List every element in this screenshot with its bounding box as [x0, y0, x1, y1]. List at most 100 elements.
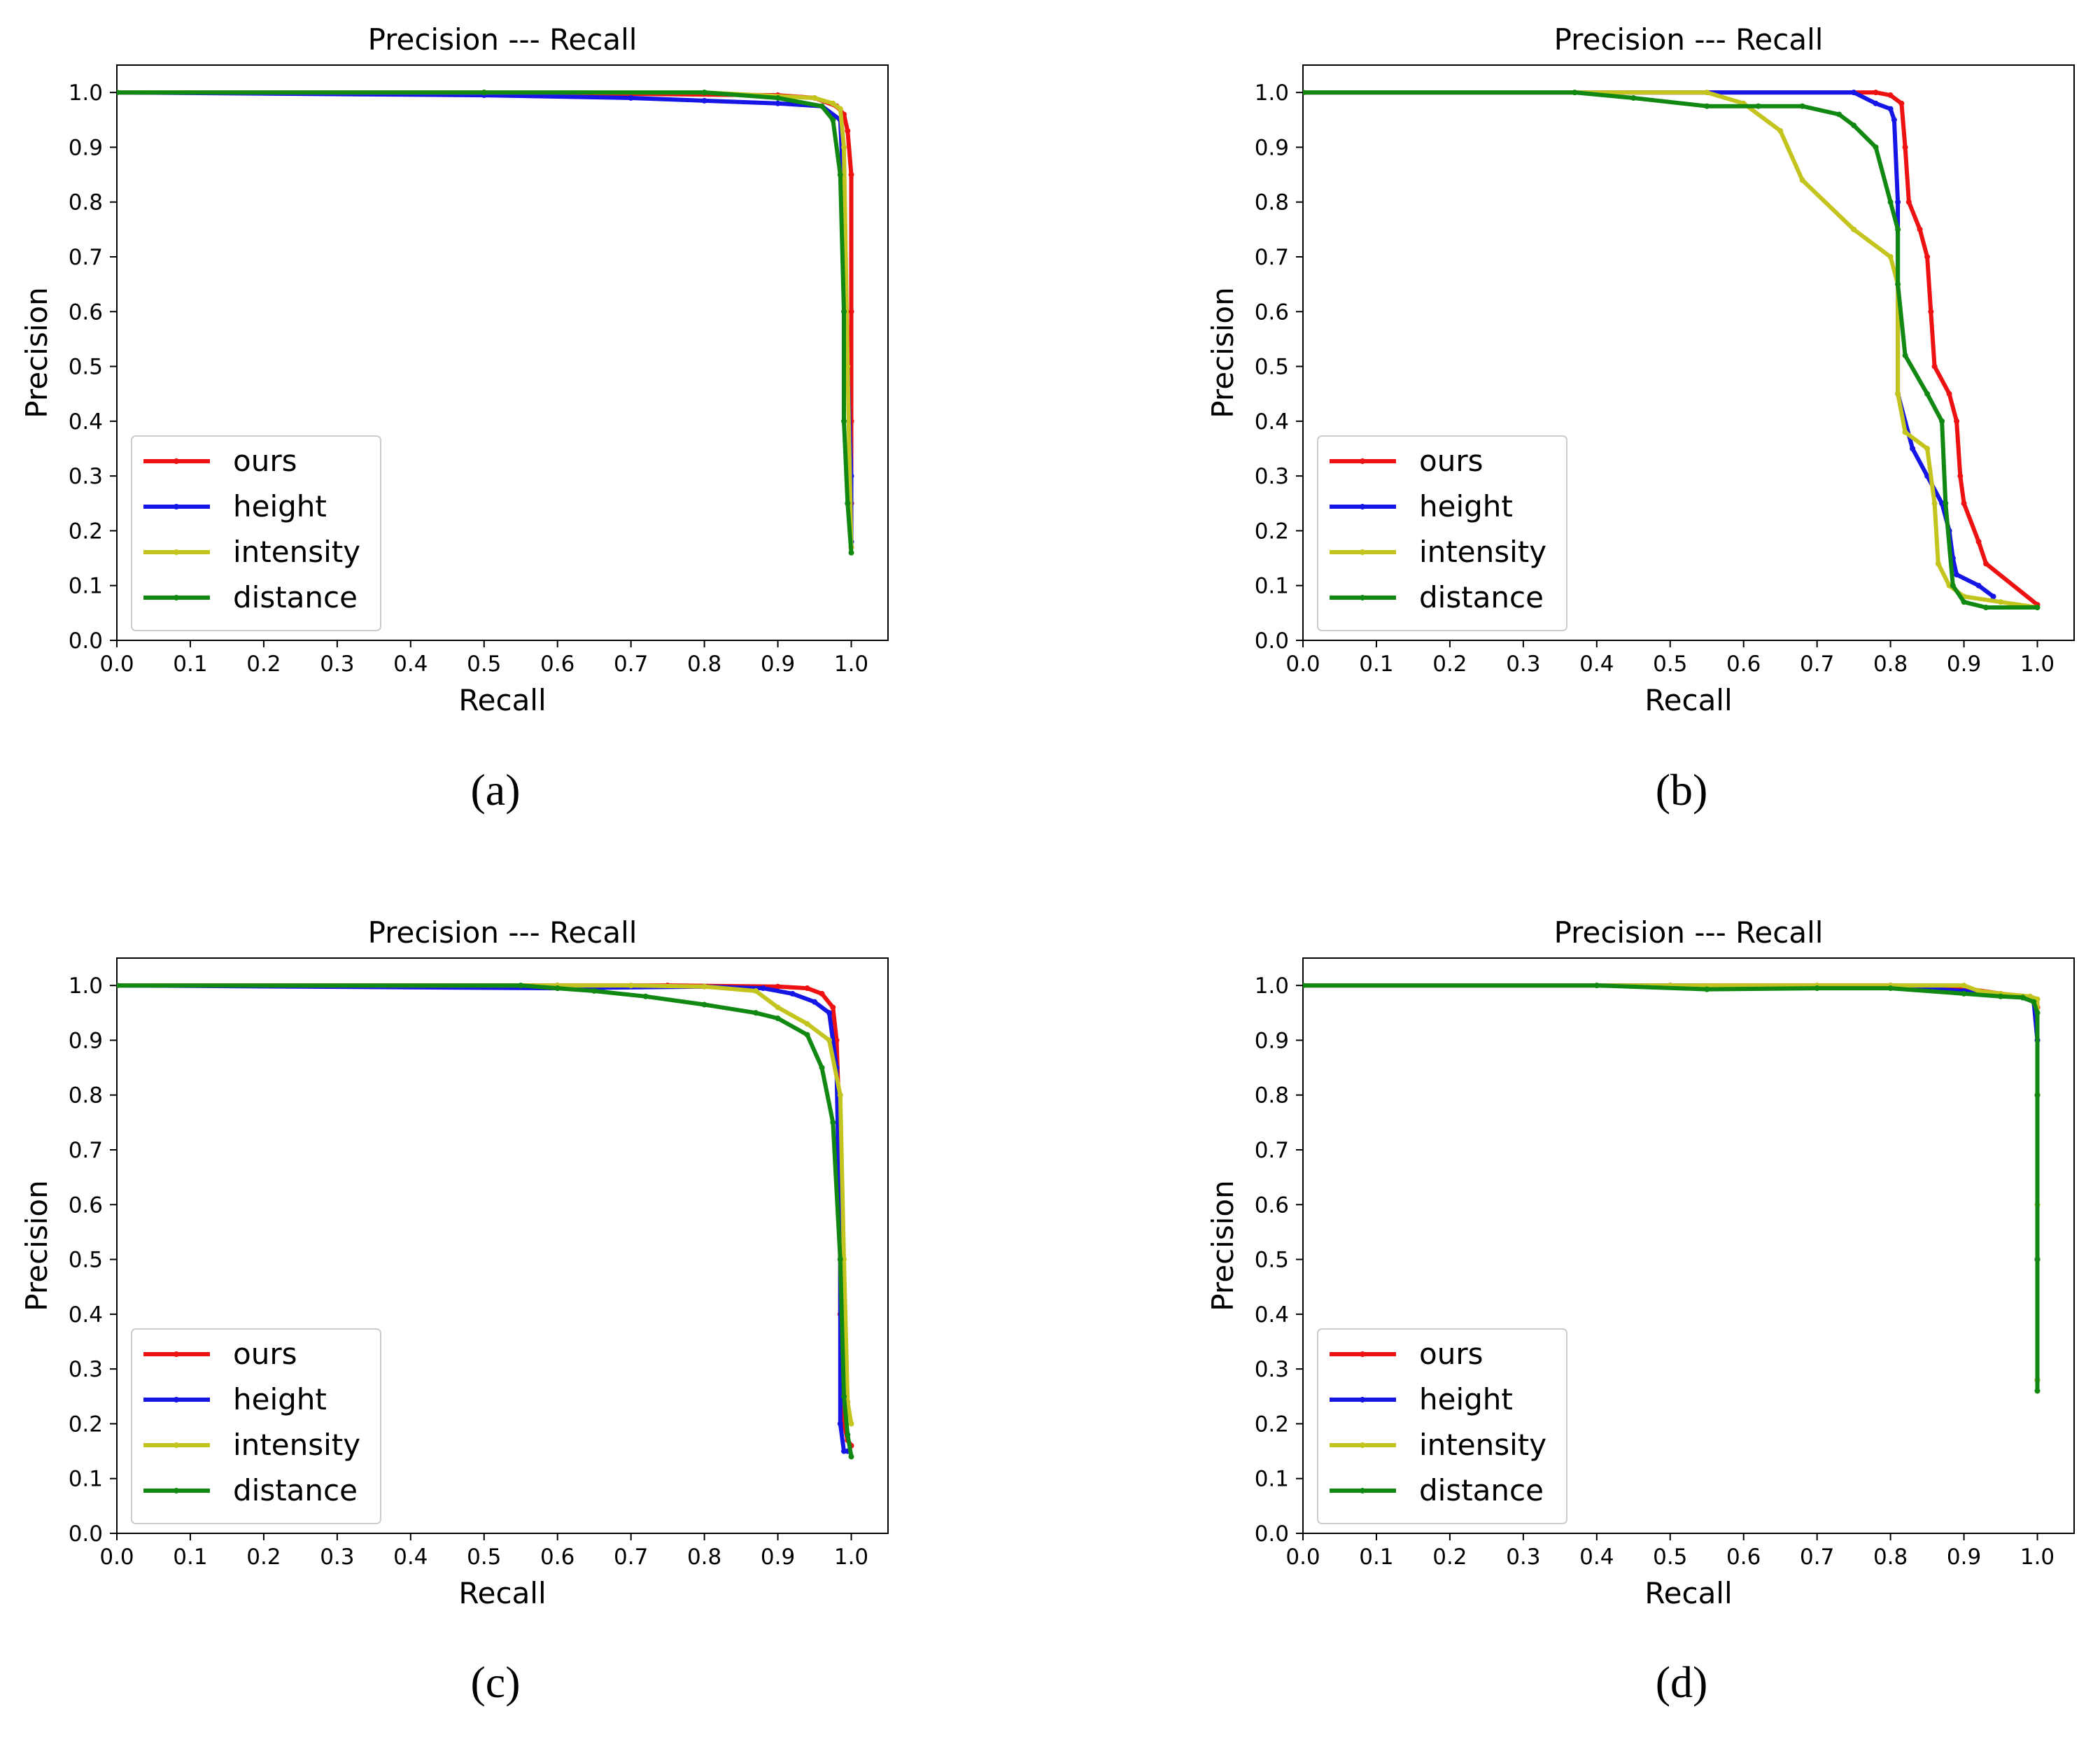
y-tick-label: 0.3 — [1255, 464, 1289, 489]
y-tick-label: 0.6 — [1255, 1193, 1289, 1218]
data-point-height — [760, 985, 766, 992]
data-point-distance — [1887, 199, 1894, 205]
legend: ours height intensity distance — [131, 1328, 381, 1524]
data-point-intensity — [848, 1421, 854, 1427]
y-axis-label: Precision — [1206, 1180, 1240, 1311]
legend-marker-intensity — [174, 1442, 179, 1448]
x-tick-label: 0.0 — [1285, 1545, 1320, 1570]
data-point-distance — [841, 418, 847, 424]
legend-label-height: height — [1419, 1382, 1513, 1416]
legend-label-ours: ours — [233, 1337, 297, 1371]
y-tick-label: 0.1 — [1255, 574, 1289, 599]
data-point-distance — [2034, 605, 2041, 611]
x-tick-label: 0.2 — [1432, 652, 1467, 677]
series-distance — [1303, 983, 2041, 1394]
data-point-ours — [1917, 226, 1923, 232]
data-point-distance — [1303, 90, 1306, 96]
legend-marker-distance — [174, 595, 179, 600]
legend-label-height: height — [233, 1382, 327, 1416]
data-point-intensity — [1961, 983, 1967, 989]
panel-caption: (b) — [1656, 765, 1708, 815]
series-distance — [117, 90, 854, 556]
y-tick-label: 0.5 — [1255, 1248, 1289, 1273]
y-tick-label: 0.8 — [69, 1083, 103, 1109]
data-point-distance — [1799, 103, 1805, 109]
legend-marker-height — [1360, 1397, 1365, 1402]
x-axis-label: Recall — [1644, 683, 1732, 717]
legend: ours height intensity distance — [1317, 435, 1567, 631]
data-point-intensity — [1998, 599, 2004, 605]
y-tick-label: 0.6 — [69, 1193, 103, 1218]
data-point-distance — [591, 987, 598, 994]
data-point-distance — [1895, 226, 1901, 232]
data-point-intensity — [753, 987, 759, 994]
data-point-ours — [1957, 473, 1964, 479]
y-tick-label: 0.4 — [69, 1302, 103, 1328]
data-point-ours — [848, 171, 854, 178]
panel-caption: (a) — [470, 765, 520, 815]
legend-label-intensity: intensity — [233, 535, 360, 569]
data-point-distance — [2031, 999, 2037, 1005]
data-point-intensity — [1887, 254, 1894, 260]
data-point-distance — [2020, 994, 2026, 1001]
data-point-distance — [1961, 599, 1967, 605]
x-tick-label: 0.1 — [1359, 1545, 1393, 1570]
legend-marker-height — [174, 504, 179, 509]
data-point-distance — [837, 1256, 843, 1263]
data-point-distance — [753, 1010, 759, 1016]
data-point-height — [837, 1421, 843, 1427]
data-point-intensity — [1975, 987, 1982, 994]
legend-marker-intensity — [1360, 1442, 1365, 1448]
panel-caption: (c) — [470, 1657, 520, 1707]
data-point-distance — [1755, 103, 1761, 109]
chart-panel-2: Precision --- Recall 0.0 0.1 0.2 0.3 0.4 0.5 0.… — [20, 915, 889, 1707]
legend-label-distance: distance — [1419, 1473, 1544, 1507]
data-point-height — [1891, 117, 1897, 123]
data-point-distance — [1630, 94, 1637, 101]
data-point-distance — [1814, 985, 1820, 992]
legend-box — [131, 435, 381, 631]
data-point-height — [812, 999, 818, 1005]
data-point-height — [1887, 106, 1894, 112]
x-tick-label: 0.6 — [540, 1545, 575, 1570]
legend-label-height: height — [1419, 489, 1513, 523]
data-point-ours — [819, 990, 825, 997]
data-point-distance — [1704, 986, 1710, 992]
legend-marker-ours — [1360, 458, 1365, 464]
x-tick-label: 0.1 — [173, 652, 207, 677]
data-point-height — [1851, 90, 1857, 96]
x-tick-label: 1.0 — [2020, 652, 2055, 677]
x-tick-label: 0.8 — [687, 652, 721, 677]
y-tick-label: 0.1 — [69, 1467, 103, 1492]
data-point-distance — [830, 1119, 836, 1125]
chart-panel-0: Precision --- Recall 0.0 0.1 0.2 0.3 0.4 0.5 0.… — [20, 22, 889, 815]
data-point-distance — [848, 549, 854, 556]
legend: ours height intensity distance — [131, 435, 381, 631]
y-tick-label: 0.5 — [69, 355, 103, 380]
x-axis-label: Recall — [458, 683, 546, 717]
legend-marker-height — [1360, 504, 1365, 509]
y-tick-label: 0.9 — [69, 135, 103, 160]
legend-label-ours: ours — [1419, 444, 1483, 478]
y-tick-label: 0.3 — [1255, 1357, 1289, 1382]
data-point-distance — [701, 1001, 707, 1008]
chart-title: Precision --- Recall — [368, 915, 637, 950]
data-point-distance — [1983, 605, 1989, 611]
legend-marker-ours — [1360, 1351, 1365, 1357]
data-point-intensity — [837, 106, 843, 112]
y-tick-label: 1.0 — [69, 80, 103, 106]
x-tick-label: 0.7 — [614, 652, 648, 677]
data-point-height — [1910, 446, 1916, 451]
legend-label-intensity: intensity — [233, 1428, 360, 1462]
data-point-intensity — [1799, 177, 1805, 183]
data-point-ours — [1902, 144, 1908, 150]
y-tick-label: 0.4 — [1255, 1302, 1289, 1328]
data-point-distance — [1836, 111, 1842, 118]
data-point-distance — [1572, 90, 1578, 96]
data-point-distance — [841, 1393, 847, 1400]
y-tick-label: 0.8 — [69, 190, 103, 216]
x-tick-label: 0.8 — [1873, 1545, 1908, 1570]
data-point-ours — [1905, 199, 1912, 205]
x-tick-label: 0.4 — [1579, 1545, 1614, 1570]
x-tick-label: 0.4 — [393, 1545, 428, 1570]
